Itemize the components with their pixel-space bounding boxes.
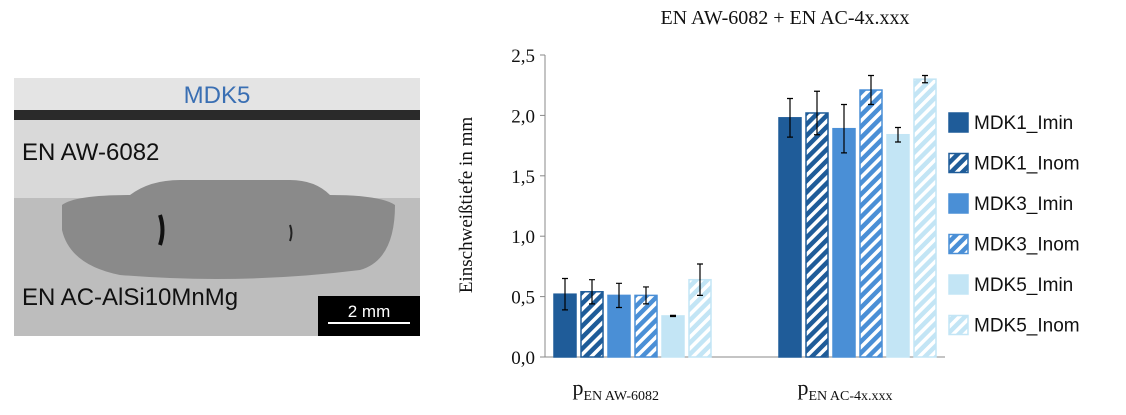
pore	[289, 224, 293, 242]
weld-seam	[62, 180, 395, 279]
chart-title: EN AW-6082 + EN AC-4x.xxx	[660, 7, 909, 29]
y-tick-label: 2,0	[511, 106, 535, 127]
legend-label: MDK1_Imin	[974, 113, 1073, 134]
error-bar	[697, 263, 703, 296]
bar	[634, 294, 658, 358]
x-tick-sub: EN AC-4x.xxx	[809, 389, 893, 404]
error-bar	[841, 103, 847, 154]
error-bar	[670, 314, 676, 318]
legend-swatch	[948, 314, 969, 336]
x-tick-label: pEN AC-4x.xxx	[798, 375, 893, 404]
legend-label: MDK3_Inom	[974, 235, 1080, 256]
title-strip	[14, 78, 420, 110]
error-bar	[643, 286, 649, 305]
scale-label: 2 mm	[348, 302, 391, 321]
legend-label: MDK1_Inom	[974, 154, 1080, 175]
legend-label: MDK5_Imin	[974, 275, 1073, 296]
legend-swatch	[948, 112, 969, 133]
legend-swatch	[948, 193, 969, 214]
y-tick-label: 0,0	[511, 348, 535, 369]
legend-swatch	[948, 152, 969, 174]
micrograph: MDK5 EN AW-6082 EN AC-AlSi10MnMg 2 mm	[14, 78, 420, 336]
error-bar	[922, 74, 928, 84]
error-bar	[868, 74, 874, 106]
y-tick-label: 1,5	[511, 167, 535, 188]
y-axis-label: Einschweißtiefe in mm	[456, 117, 477, 293]
bar	[805, 112, 829, 358]
legend-label: MDK3_Imin	[974, 194, 1073, 215]
bar	[778, 117, 802, 358]
bar	[661, 315, 685, 358]
error-bar	[589, 279, 595, 305]
y-tick-label: 0,5	[511, 288, 535, 309]
bar	[832, 127, 856, 358]
error-bar	[616, 282, 622, 309]
y-tick-label: 2,5	[511, 46, 535, 67]
bar	[913, 78, 937, 358]
bar	[859, 89, 883, 358]
x-tick-sub: EN AW-6082	[584, 389, 659, 404]
error-bar	[814, 90, 820, 136]
legend-label: MDK5_Inom	[974, 316, 1080, 337]
legend-swatch	[948, 233, 969, 255]
x-tick-label: pEN AW-6082	[573, 375, 659, 404]
error-bar	[787, 97, 793, 138]
legend-swatch	[948, 274, 969, 295]
pore	[158, 214, 165, 246]
lower-label: EN AC-AlSi10MnMg	[22, 284, 238, 311]
bar	[886, 133, 910, 358]
error-bar	[895, 126, 901, 143]
scale-box	[318, 296, 420, 336]
y-tick-label: 1,0	[511, 227, 535, 248]
x-tick-base: p	[573, 375, 584, 400]
upper-label: EN AW-6082	[22, 139, 159, 166]
error-bar	[562, 277, 568, 311]
micrograph-title: MDK5	[184, 82, 251, 109]
x-tick-base: p	[798, 375, 809, 400]
